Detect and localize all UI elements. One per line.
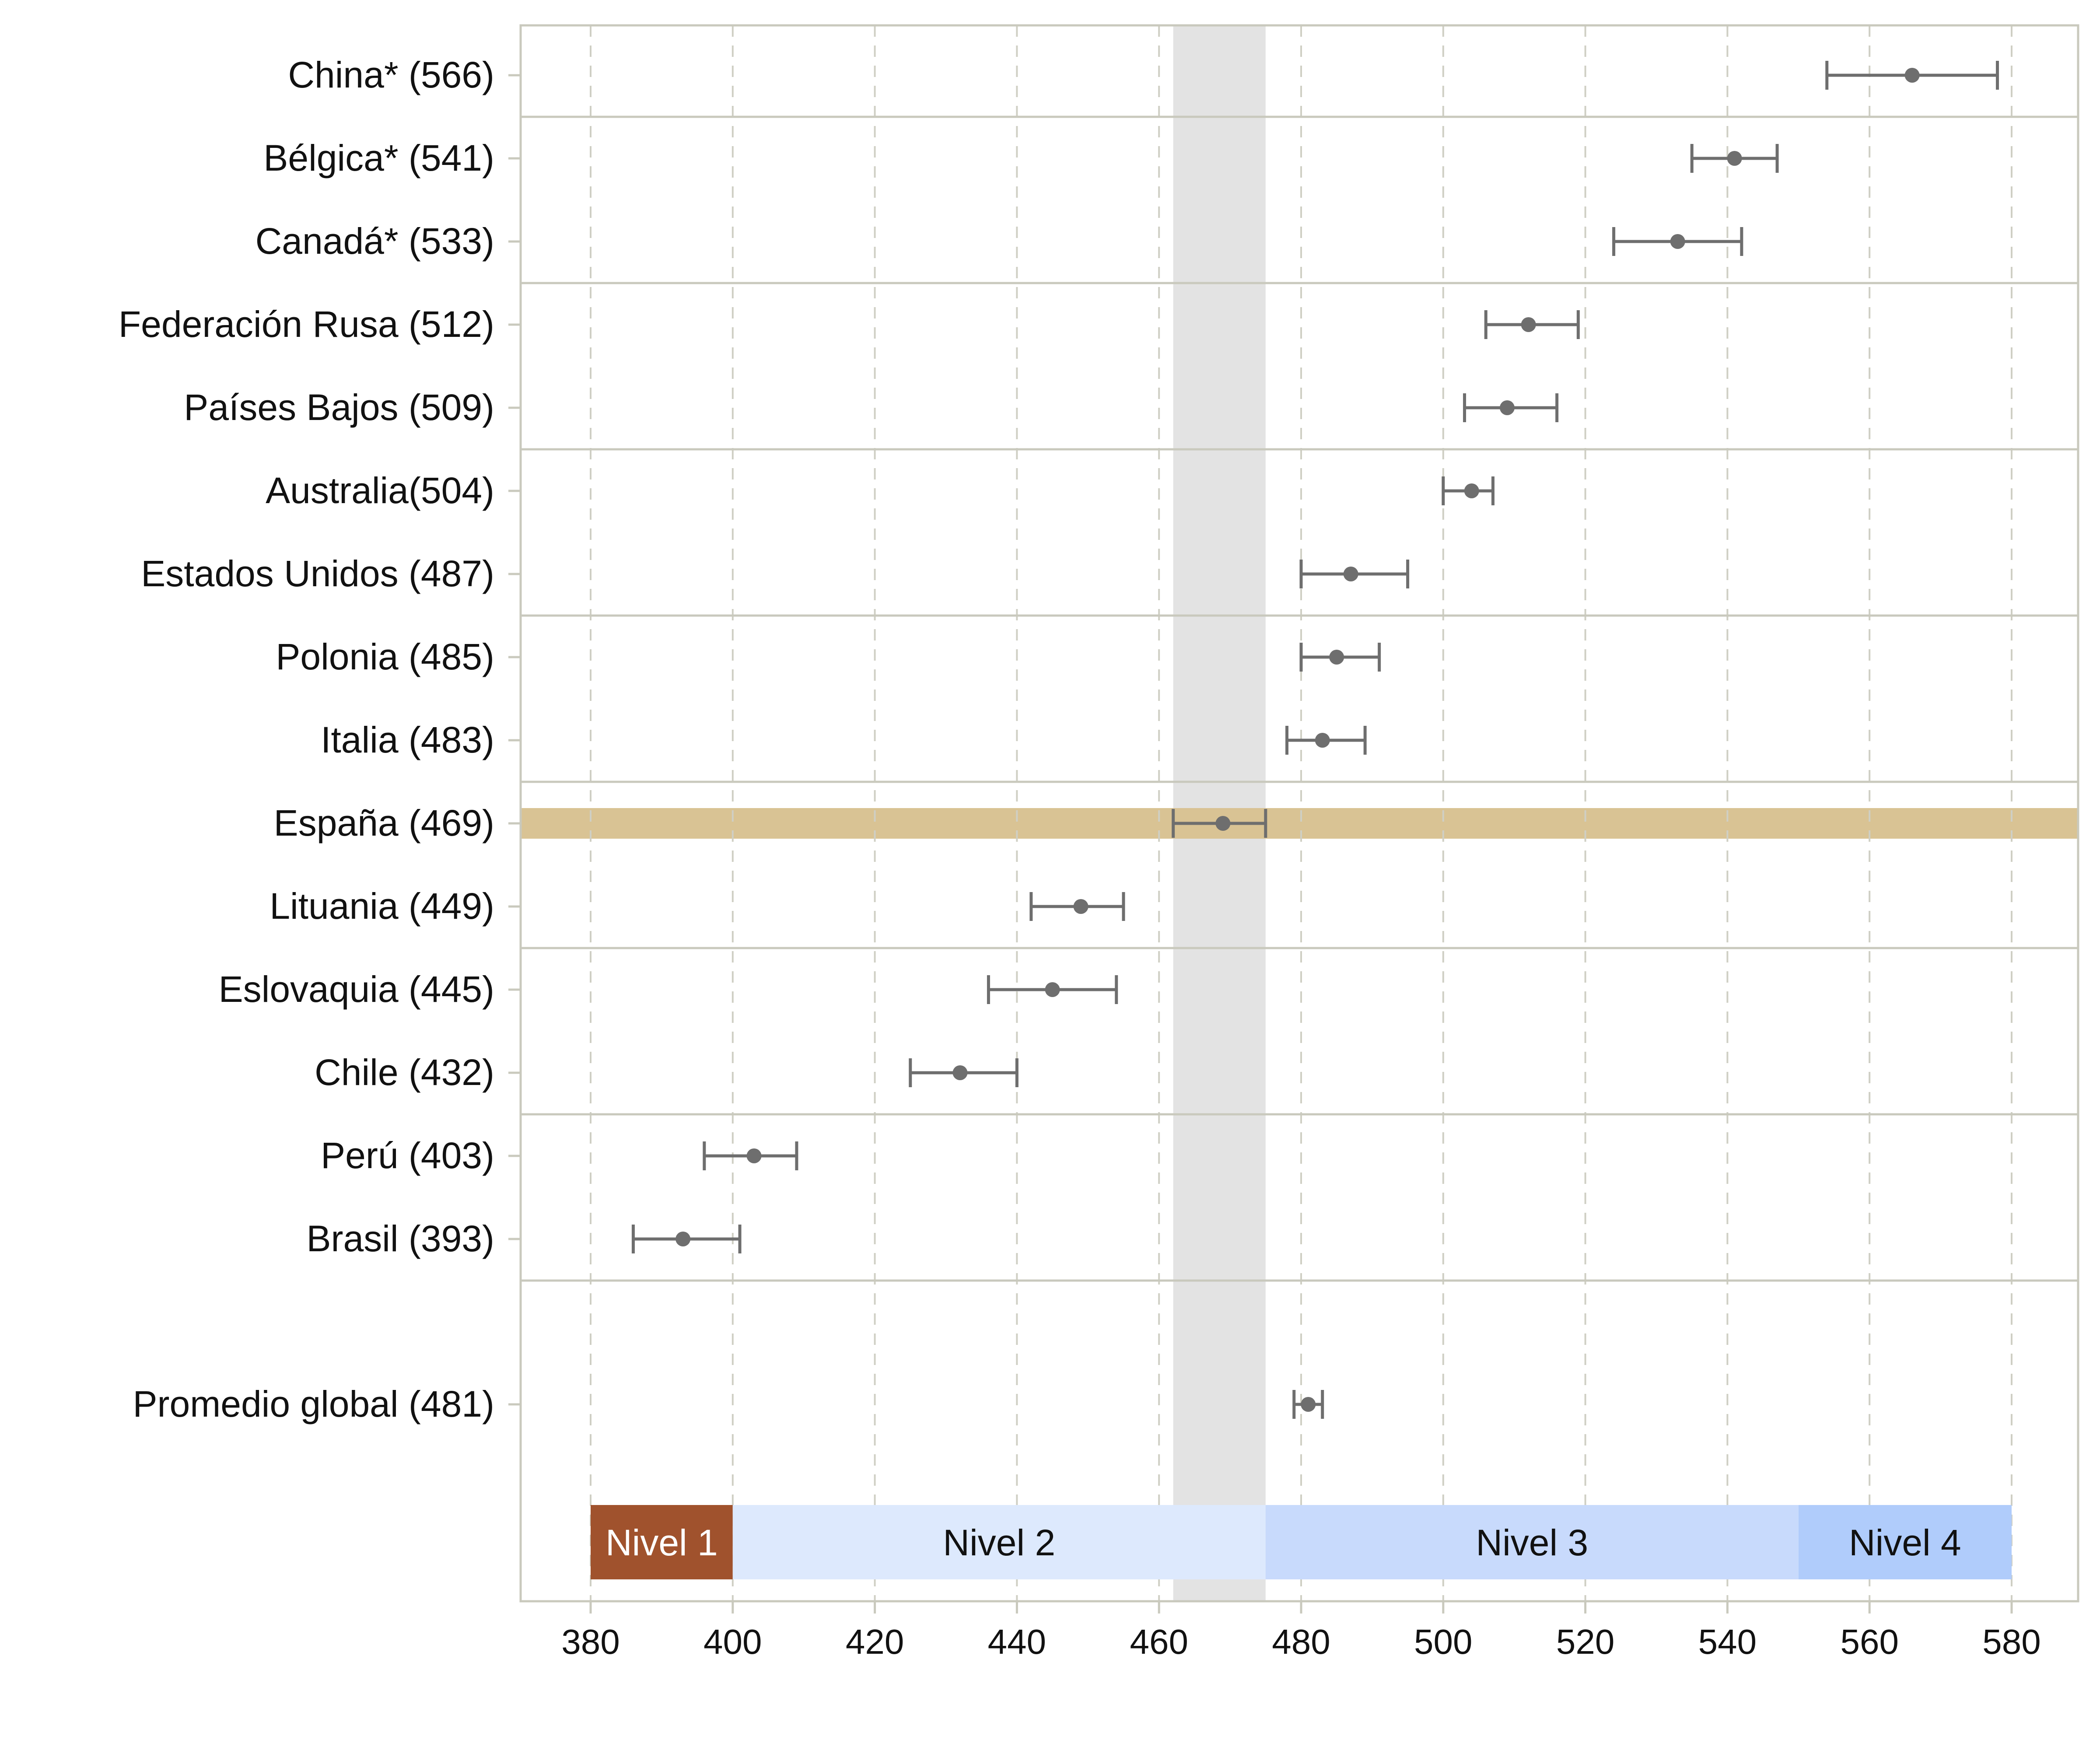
row-label: China* (566) (288, 54, 494, 95)
data-point (1073, 899, 1088, 914)
row-label: Federación Rusa (512) (119, 304, 494, 345)
data-point (1670, 234, 1685, 249)
data-point (676, 1232, 691, 1246)
data-point (1329, 650, 1344, 665)
x-tick-label: 440 (988, 1622, 1046, 1661)
x-tick-label: 480 (1272, 1622, 1330, 1661)
background-bands (521, 25, 2078, 1601)
level-segment (732, 1505, 1266, 1579)
level-label: Nivel 1 (606, 1522, 718, 1563)
level-label: Nivel 2 (943, 1522, 1055, 1563)
data-point (1464, 483, 1479, 498)
level-segment (1798, 1505, 2012, 1579)
row-label: Brasil (393) (307, 1218, 494, 1259)
data-point (1904, 68, 1920, 83)
row-label: Lituania (449) (270, 886, 494, 927)
data-point (1045, 982, 1060, 997)
x-tick-label: 520 (1556, 1622, 1614, 1661)
level-bar: Nivel 1 Nivel 2 Nivel 3 Nivel 4 (591, 1505, 2012, 1579)
data-point (1521, 317, 1536, 332)
x-tick-label: 400 (704, 1622, 762, 1661)
highlight-row-band (521, 808, 2078, 839)
data-point (746, 1148, 762, 1163)
row-label: Países Bajos (509) (184, 387, 494, 428)
row-label: Chile (432) (315, 1052, 494, 1093)
row-label: Australia(504) (266, 470, 494, 511)
data-point (952, 1065, 968, 1080)
x-tick-label: 380 (561, 1622, 620, 1661)
level-segment (1265, 1505, 1799, 1579)
level-segment (591, 1505, 733, 1579)
data-point (1315, 733, 1330, 748)
x-tick-label: 560 (1840, 1622, 1898, 1661)
x-tick-label: 420 (846, 1622, 904, 1661)
row-label: Perú (403) (321, 1135, 494, 1176)
row-label: Italia (483) (321, 719, 494, 760)
row-label: Promedio global (481) (133, 1383, 494, 1424)
row-label: Bélgica* (541) (263, 137, 494, 178)
x-axis: 380 400 420 440 460 480 500 520 540 560 580 (561, 1601, 2041, 1661)
row-label: España (469) (274, 802, 494, 844)
data-marks (631, 61, 1999, 1419)
row-label: Polonia (485) (276, 636, 494, 677)
x-tick-label: 500 (1414, 1622, 1472, 1661)
level-label: Nivel 3 (1476, 1522, 1588, 1563)
gridlines (590, 25, 2012, 1601)
data-point (1727, 151, 1742, 166)
level-label: Nivel 4 (1849, 1522, 1961, 1563)
plot-frame (519, 24, 2079, 1603)
row-label: Canadá* (533) (256, 220, 494, 262)
plot-border (519, 24, 2079, 1603)
data-point (1301, 1397, 1316, 1412)
row-label: Eslovaquia (445) (219, 969, 494, 1010)
data-point (1215, 816, 1231, 831)
x-tick-label: 460 (1130, 1622, 1188, 1661)
group-separators (521, 116, 2078, 1282)
x-tick-label: 580 (1982, 1622, 2040, 1661)
row-label: Estados Unidos (487) (141, 553, 494, 594)
data-point (1343, 567, 1358, 581)
x-tick-label: 540 (1698, 1622, 1757, 1661)
data-point (1499, 400, 1515, 415)
row-labels: China* (566) Bélgica* (541) Canadá* (533) F… (119, 54, 521, 1424)
